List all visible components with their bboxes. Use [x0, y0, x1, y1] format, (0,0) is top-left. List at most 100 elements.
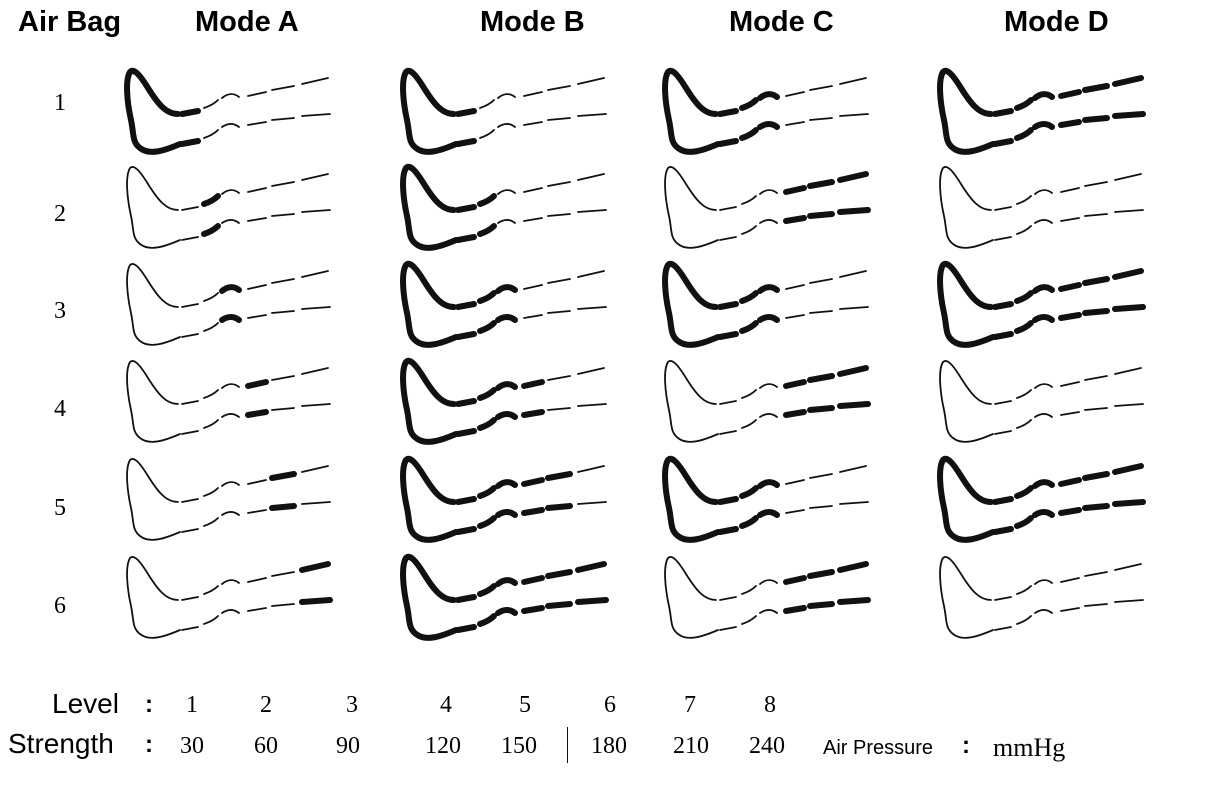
leg-airbag-segment: [455, 398, 477, 407]
leg-airbag-segment: [301, 465, 329, 473]
leg-airbag-segment: [181, 206, 199, 211]
leg-airbag-figure: [126, 263, 331, 346]
leg-airbag-segment: [201, 193, 221, 207]
leg-airbag-segment: [455, 624, 477, 633]
strength-label: Strength: [8, 728, 114, 759]
leg-airbag-segment: [181, 333, 199, 338]
leg-airbag-segment: [994, 400, 1012, 405]
leg-airbag-figure: [662, 455, 869, 543]
leg-airbag-segment: [717, 331, 739, 340]
leg-airbag-segment: [809, 278, 833, 284]
leg-airbag-segment: [717, 108, 739, 117]
leg-airbag-segment: [271, 117, 295, 121]
leg-airbag-segment: [203, 129, 219, 139]
leg-airbag-segment: [837, 171, 869, 183]
leg-airbag-segment: [739, 320, 759, 334]
leg-airbag-segment: [741, 225, 757, 235]
leg-airbag-segment: [741, 419, 757, 429]
leg-airbag-segment: [301, 367, 329, 375]
leg-airbag-segment: [994, 236, 1012, 241]
leg-airbag-segment: [203, 615, 219, 625]
row-label-4: 4: [54, 396, 66, 422]
row-label-6: 6: [54, 593, 66, 619]
strength-value: 30: [180, 733, 204, 759]
leg-airbag-segment: [221, 123, 240, 128]
leg-airbag-segment: [1112, 75, 1144, 87]
leg-airbag-segment: [497, 93, 516, 99]
leg-airbag-segment: [203, 99, 219, 109]
leg-airbag-segment: [807, 405, 835, 413]
leg-airbag-figure: [400, 260, 607, 348]
leg-airbag-segment: [741, 389, 757, 399]
foot-airbag: [664, 166, 719, 249]
leg-airbag-segment: [247, 217, 267, 222]
leg-airbag-segment: [1014, 97, 1034, 111]
leg-airbag-segment: [757, 284, 780, 294]
leg-airbag-segment: [547, 407, 571, 411]
leg-airbag-segment: [577, 77, 605, 85]
foot-airbag: [400, 455, 459, 543]
leg-airbag-segment: [495, 577, 518, 587]
leg-airbag-segment: [271, 85, 295, 91]
strength-value: 150: [501, 733, 537, 759]
leg-airbag-segment: [477, 320, 497, 334]
leg-airbag-figure: [662, 67, 869, 155]
leg-airbag-segment: [739, 485, 759, 499]
leg-airbag-figure: [937, 67, 1146, 155]
leg-airbag-segment: [245, 379, 269, 389]
mode-d-header: Mode D: [1004, 6, 1109, 38]
leg-airbag-figure: [937, 455, 1146, 543]
leg-airbag-segment: [785, 479, 805, 485]
leg-airbag-segment: [219, 314, 242, 323]
leg-airbag-segment: [299, 561, 331, 573]
leg-airbag-segment: [1058, 119, 1082, 128]
leg-airbag-segment: [1016, 615, 1032, 625]
leg-airbag-segment: [739, 97, 759, 111]
leg-airbag-segment: [759, 189, 778, 195]
leg-airbag-figure: [126, 166, 331, 249]
leg-airbag-figure: [939, 556, 1144, 639]
leg-airbag-segment: [455, 301, 477, 310]
strength-value: 60: [254, 733, 278, 759]
leg-airbag-segment: [1082, 276, 1110, 286]
leg-airbag-segment: [783, 409, 807, 418]
leg-airbag-segment: [741, 585, 757, 595]
leg-airbag-segment: [1060, 217, 1080, 222]
foot-airbag: [939, 360, 994, 443]
leg-airbag-segment: [994, 206, 1012, 211]
leg-airbag-segment: [575, 597, 609, 605]
strength-colon: :: [145, 731, 153, 758]
leg-airbag-segment: [1032, 314, 1055, 323]
leg-airbag-segment: [809, 117, 833, 121]
leg-airbag-segment: [521, 507, 545, 516]
leg-airbag-segment: [1016, 419, 1032, 429]
leg-airbag-segment: [1058, 477, 1082, 487]
leg-airbag-segment: [1058, 89, 1082, 99]
air-pressure-label: Air Pressure: [823, 737, 934, 759]
leg-airbag-segment: [455, 496, 477, 505]
leg-airbag-segment: [759, 579, 778, 585]
leg-airbag-segment: [839, 465, 867, 473]
leg-airbag-segment: [477, 583, 497, 597]
leg-airbag-figure: [400, 455, 607, 543]
leg-airbag-segment: [807, 179, 835, 189]
leg-airbag-segment: [547, 117, 571, 121]
leg-airbag-segment: [523, 284, 543, 290]
strength-value: 240: [749, 733, 785, 759]
leg-airbag-segment: [455, 428, 477, 437]
foot-airbag: [126, 458, 181, 541]
leg-airbag-segment: [1112, 463, 1144, 475]
leg-airbag-segment: [1034, 609, 1053, 614]
leg-airbag-segment: [301, 209, 331, 213]
leg-airbag-segment: [203, 585, 219, 595]
leg-airbag-segment: [577, 113, 607, 117]
level-value: 4: [440, 692, 452, 718]
leg-airbag-figure: [662, 260, 869, 348]
leg-airbag-segment: [299, 597, 333, 605]
leg-airbag-segment: [839, 270, 867, 278]
leg-airbag-segment: [181, 430, 199, 435]
leg-airbag-segment: [809, 473, 833, 479]
leg-airbag-segment: [785, 284, 805, 290]
leg-airbag-segment: [719, 626, 737, 631]
leg-airbag-segment: [1082, 308, 1110, 316]
